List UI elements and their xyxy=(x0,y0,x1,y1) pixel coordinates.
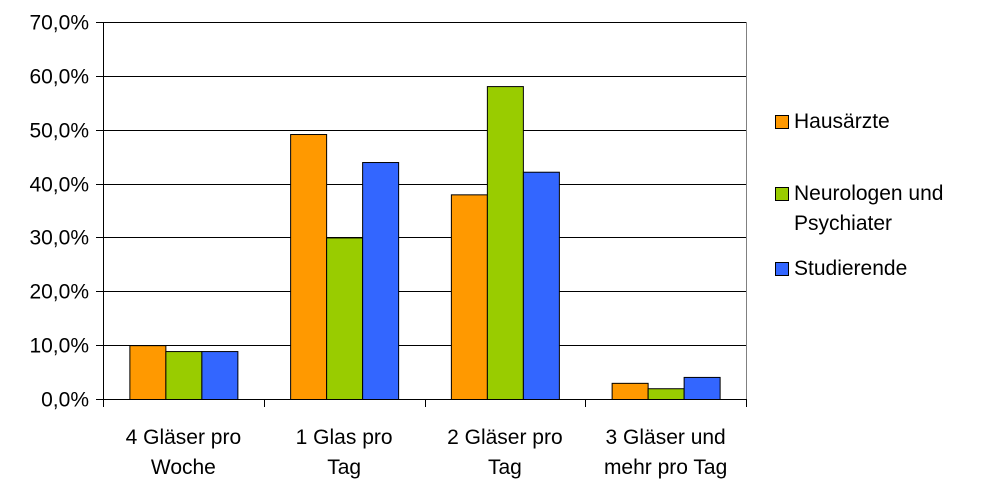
legend-label: Neurologen und xyxy=(794,182,943,205)
gridlines xyxy=(103,22,746,346)
bar-studierende-0 xyxy=(201,351,239,400)
y-tick-labels: 0,0% 10,0% 20,0% 30,0% 40,0% 50,0% 60,0% 70,0% xyxy=(29,12,89,412)
y-tick-label: 10,0% xyxy=(29,335,89,358)
y-tick-label: 50,0% xyxy=(29,120,89,143)
x-category-label: Woche xyxy=(151,456,216,479)
bar-studierende-2 xyxy=(522,171,560,400)
x-category-label: mehr pro Tag xyxy=(604,456,727,479)
x-category-label: Tag xyxy=(327,456,361,479)
legend-swatch-haus-rzte xyxy=(775,115,789,129)
x-category-labels: 4 Gläser pro Woche 1 Glas pro Tag 2 Gläser p… xyxy=(126,426,728,479)
bar-neurologen-und-psychiater-0 xyxy=(165,351,203,400)
legend-label: Hausärzte xyxy=(794,110,890,133)
legend: Hausärzte Neurologen und Psychiater Studier… xyxy=(775,110,943,280)
bar-haus-rzte-3 xyxy=(611,382,649,401)
y-tick-label: 70,0% xyxy=(29,12,89,35)
y-tick-label: 30,0% xyxy=(29,227,89,250)
x-category-label: 3 Gläser und xyxy=(606,426,726,449)
bar-haus-rzte-2 xyxy=(450,194,488,400)
bar-haus-rzte-1 xyxy=(290,134,328,400)
bar-haus-rzte-0 xyxy=(129,345,167,400)
legend-swatch-neurologen-und-psychiater xyxy=(775,187,789,201)
x-category-label: Tag xyxy=(488,456,522,479)
bar-neurologen-und-psychiater-2 xyxy=(486,86,524,400)
legend-swatch-studierende xyxy=(775,262,789,276)
y-tick-label: 20,0% xyxy=(29,281,89,304)
y-tick-label: 0,0% xyxy=(41,389,89,412)
bar-neurologen-und-psychiater-1 xyxy=(326,237,364,400)
x-category-label: 4 Gläser pro xyxy=(126,426,242,449)
x-category-label: 1 Glas pro xyxy=(296,426,393,449)
axes xyxy=(96,22,747,407)
bar-neurologen-und-psychiater-3 xyxy=(647,388,685,401)
bar-studierende-3 xyxy=(683,376,721,401)
bar-studierende-1 xyxy=(362,162,400,400)
legend-label: Studierende xyxy=(794,257,907,280)
x-category-label: 2 Gläser pro xyxy=(447,426,563,449)
bars xyxy=(129,86,721,401)
legend-label: Psychiater xyxy=(794,212,892,235)
y-tick-label: 60,0% xyxy=(29,66,89,89)
y-tick-label: 40,0% xyxy=(29,174,89,197)
